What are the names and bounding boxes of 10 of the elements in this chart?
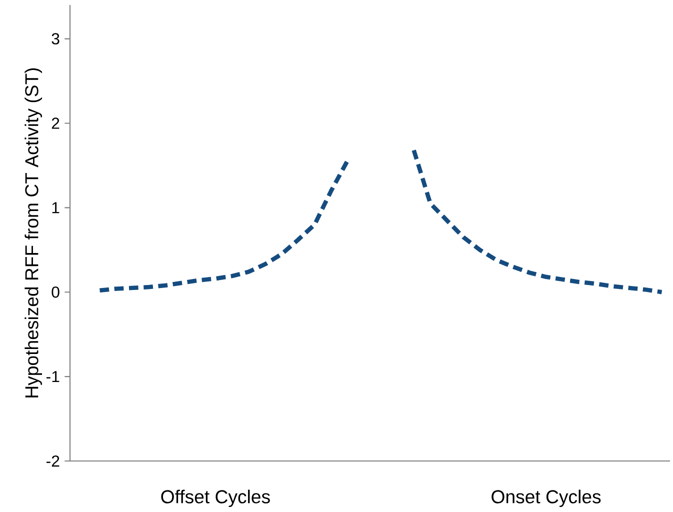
y-tick-label: 3 [52,33,60,44]
y-tick-label: -1 [46,371,60,382]
y-tick-label: 2 [52,118,60,129]
y-tick-label: 0 [52,286,60,298]
x-tick-label: Offset Cycles [161,490,270,508]
y-tick-label: 1 [52,202,60,214]
line-series [98,158,350,293]
x-tick-label: Onset Cycles [492,490,601,508]
y-axis-title: Hypothesized RFF from CT Activity (ST) [24,68,42,398]
y-tick-label: -2 [46,455,60,467]
